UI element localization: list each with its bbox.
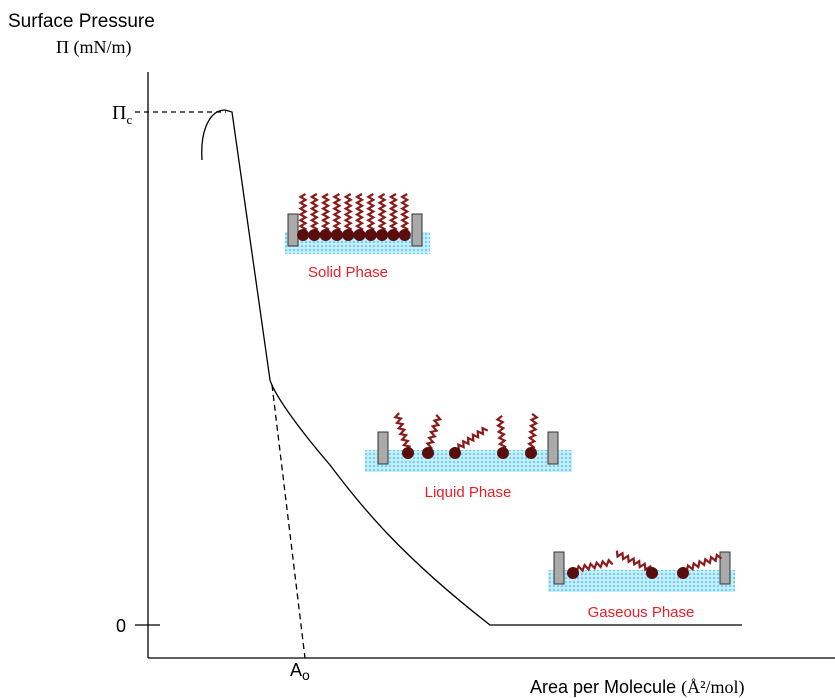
head: [567, 567, 579, 579]
barrier: [411, 213, 423, 247]
head: [308, 229, 321, 241]
tick-zero: 0: [116, 616, 126, 636]
head: [398, 229, 411, 241]
axes: [135, 72, 835, 659]
head: [376, 229, 389, 241]
y-axis-title: Surface Pressure: [8, 11, 155, 32]
tail: [343, 193, 353, 233]
water: [365, 450, 572, 472]
isotherm-curve: [201, 109, 742, 626]
head: [353, 229, 366, 241]
tail: [425, 414, 443, 451]
head: [330, 229, 343, 241]
barrier: [547, 431, 559, 465]
y-axis-unit: Π (mN/m): [56, 37, 132, 58]
head: [387, 229, 400, 241]
tail: [615, 550, 653, 572]
tail: [354, 193, 365, 233]
barrier: [553, 551, 565, 585]
phase-label: Solid Phase: [308, 264, 388, 281]
barrier: [287, 213, 299, 247]
tail: [572, 558, 614, 574]
tail: [377, 193, 387, 233]
head: [364, 229, 377, 241]
x-axis-title: Area per Molecule (Å²/mol): [530, 677, 744, 698]
head: [402, 447, 414, 459]
tail: [393, 412, 412, 451]
head: [422, 447, 434, 459]
tail: [332, 193, 342, 233]
ao-label: Ao: [290, 660, 310, 683]
tick-pic: Πc: [112, 102, 132, 127]
phase-label: Gaseous Phase: [588, 604, 695, 621]
tail: [366, 193, 376, 233]
extrapolation: [271, 384, 306, 659]
head: [297, 229, 309, 241]
tail: [320, 193, 331, 233]
phase-label: Liquid Phase: [425, 484, 512, 501]
head: [525, 447, 537, 459]
head: [342, 229, 355, 241]
tail: [298, 193, 308, 233]
tail: [309, 193, 319, 233]
tail: [526, 413, 539, 451]
tail: [495, 415, 507, 451]
head: [497, 447, 509, 459]
head: [646, 567, 658, 579]
tail: [388, 193, 399, 233]
head: [449, 447, 461, 459]
molecules: [285, 193, 735, 592]
barrier: [377, 431, 389, 465]
barrier: [719, 551, 731, 585]
head: [677, 567, 689, 579]
tail: [454, 426, 489, 452]
tail: [400, 193, 410, 233]
tail: [682, 553, 723, 573]
head: [319, 229, 332, 241]
